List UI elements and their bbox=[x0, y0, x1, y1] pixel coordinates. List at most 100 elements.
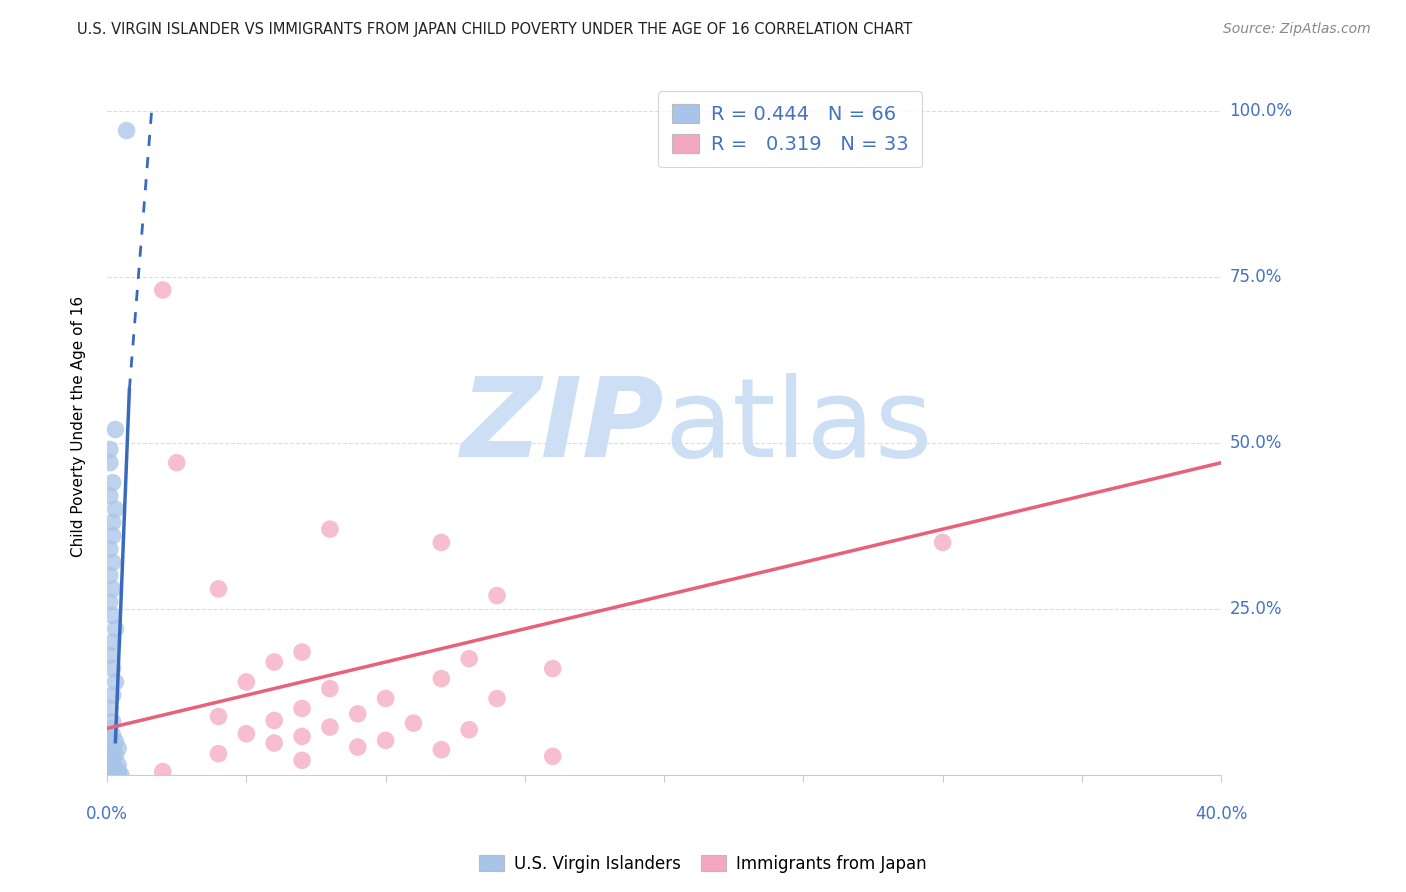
Point bbox=[541, 749, 564, 764]
Point bbox=[107, 766, 129, 780]
Point bbox=[101, 766, 124, 780]
Point bbox=[98, 766, 121, 780]
Point bbox=[263, 655, 285, 669]
Point bbox=[319, 522, 342, 536]
Point bbox=[101, 765, 124, 780]
Point bbox=[235, 727, 257, 741]
Point bbox=[101, 688, 124, 702]
Point bbox=[104, 735, 127, 749]
Point bbox=[101, 764, 124, 779]
Point bbox=[110, 768, 132, 782]
Point bbox=[430, 672, 453, 686]
Point bbox=[98, 489, 121, 503]
Point bbox=[291, 753, 314, 767]
Point bbox=[104, 766, 127, 780]
Text: 100.0%: 100.0% bbox=[1230, 102, 1292, 120]
Point bbox=[104, 423, 127, 437]
Point bbox=[104, 502, 127, 516]
Point bbox=[107, 764, 129, 779]
Point bbox=[152, 764, 174, 779]
Point bbox=[263, 714, 285, 728]
Point bbox=[101, 635, 124, 649]
Legend: U.S. Virgin Islanders, Immigrants from Japan: U.S. Virgin Islanders, Immigrants from J… bbox=[472, 848, 934, 880]
Point bbox=[104, 768, 127, 782]
Point bbox=[104, 766, 127, 780]
Point bbox=[207, 582, 229, 596]
Point bbox=[235, 674, 257, 689]
Point bbox=[104, 768, 127, 782]
Point bbox=[207, 709, 229, 723]
Point bbox=[166, 456, 188, 470]
Point bbox=[107, 758, 129, 772]
Point bbox=[101, 745, 124, 759]
Point bbox=[101, 555, 124, 569]
Point bbox=[104, 768, 127, 782]
Point bbox=[101, 662, 124, 676]
Point bbox=[98, 442, 121, 457]
Point bbox=[101, 714, 124, 729]
Text: 0.0%: 0.0% bbox=[86, 805, 128, 823]
Point bbox=[374, 691, 396, 706]
Point bbox=[152, 283, 174, 297]
Point bbox=[98, 764, 121, 779]
Point bbox=[486, 589, 509, 603]
Text: 50.0%: 50.0% bbox=[1230, 434, 1282, 451]
Point bbox=[98, 768, 121, 782]
Text: atlas: atlas bbox=[664, 373, 932, 480]
Point bbox=[104, 767, 127, 781]
Point bbox=[98, 751, 121, 765]
Point bbox=[374, 733, 396, 747]
Point bbox=[319, 681, 342, 696]
Point bbox=[319, 720, 342, 734]
Point bbox=[107, 768, 129, 782]
Legend: R = 0.444   N = 66, R =   0.319   N = 33: R = 0.444 N = 66, R = 0.319 N = 33 bbox=[658, 91, 922, 168]
Point bbox=[104, 674, 127, 689]
Point bbox=[101, 728, 124, 742]
Text: 75.0%: 75.0% bbox=[1230, 268, 1282, 285]
Point bbox=[101, 768, 124, 782]
Point bbox=[104, 622, 127, 636]
Point bbox=[98, 542, 121, 557]
Point bbox=[98, 768, 121, 782]
Point bbox=[107, 741, 129, 756]
Point bbox=[104, 761, 127, 775]
Point bbox=[430, 742, 453, 756]
Text: U.S. VIRGIN ISLANDER VS IMMIGRANTS FROM JAPAN CHILD POVERTY UNDER THE AGE OF 16 : U.S. VIRGIN ISLANDER VS IMMIGRANTS FROM … bbox=[77, 22, 912, 37]
Point bbox=[101, 755, 124, 769]
Point bbox=[458, 723, 481, 737]
Text: 25.0%: 25.0% bbox=[1230, 599, 1282, 618]
Point bbox=[541, 662, 564, 676]
Point bbox=[346, 706, 368, 721]
Text: ZIP: ZIP bbox=[461, 373, 664, 480]
Point bbox=[430, 535, 453, 549]
Point bbox=[98, 764, 121, 779]
Point bbox=[98, 701, 121, 715]
Point bbox=[101, 767, 124, 781]
Point bbox=[98, 741, 121, 756]
Point bbox=[931, 535, 953, 549]
Point bbox=[101, 529, 124, 543]
Point bbox=[101, 761, 124, 775]
Point bbox=[207, 747, 229, 761]
Point bbox=[98, 768, 121, 782]
Point bbox=[101, 767, 124, 781]
Point bbox=[115, 123, 138, 137]
Point bbox=[402, 716, 425, 731]
Point bbox=[98, 595, 121, 609]
Point bbox=[101, 475, 124, 490]
Point bbox=[98, 767, 121, 781]
Point bbox=[291, 730, 314, 744]
Point bbox=[101, 582, 124, 596]
Point bbox=[291, 645, 314, 659]
Text: Source: ZipAtlas.com: Source: ZipAtlas.com bbox=[1223, 22, 1371, 37]
Point bbox=[104, 747, 127, 762]
Point bbox=[458, 651, 481, 665]
Point bbox=[101, 768, 124, 782]
Point bbox=[98, 456, 121, 470]
Point bbox=[101, 608, 124, 623]
Point bbox=[101, 516, 124, 530]
Point bbox=[486, 691, 509, 706]
Point bbox=[98, 758, 121, 772]
Point bbox=[98, 568, 121, 582]
Point bbox=[98, 722, 121, 736]
